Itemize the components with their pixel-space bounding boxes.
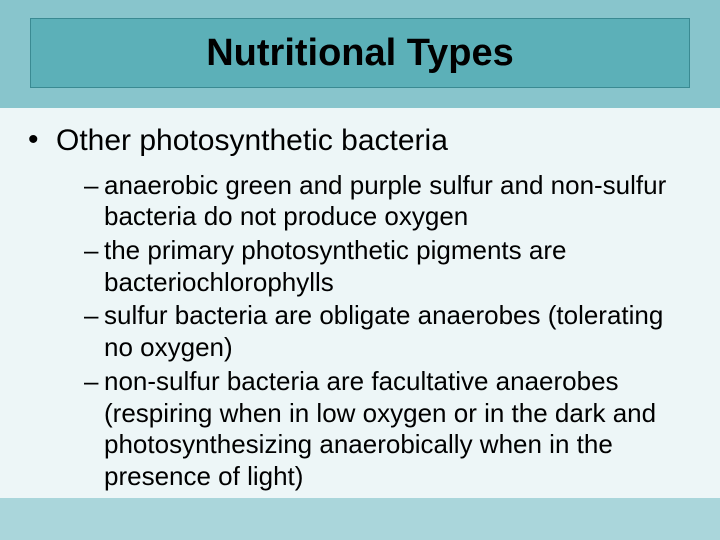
bullet-level2: – the primary photosynthetic pigments ar… [84,235,692,298]
bullet-level2-text: sulfur bacteria are obligate anaerobes (… [104,300,692,363]
bullet-level2-text: non-sulfur bacteria are facultative anae… [104,366,692,493]
bullet-level1: • Other photosynthetic bacteria [28,122,692,160]
footer-bar [0,498,720,540]
sublist: – anaerobic green and purple sulfur and … [84,170,692,493]
bullet-level2: – non-sulfur bacteria are facultative an… [84,366,692,493]
bullet-dot: • [28,122,56,160]
bullet-dash: – [84,170,104,233]
content-area: • Other photosynthetic bacteria – anaero… [0,108,720,498]
bullet-dash: – [84,366,104,493]
bullet-dash: – [84,300,104,363]
bullet-level2: – sulfur bacteria are obligate anaerobes… [84,300,692,363]
bullet-level2-text: anaerobic green and purple sulfur and no… [104,170,692,233]
bullet-level2-text: the primary photosynthetic pigments are … [104,235,692,298]
slide-title: Nutritional Types [206,32,514,75]
bullet-level1-text: Other photosynthetic bacteria [56,122,448,160]
bullet-dash: – [84,235,104,298]
title-bar: Nutritional Types [30,18,690,88]
bullet-level2: – anaerobic green and purple sulfur and … [84,170,692,233]
